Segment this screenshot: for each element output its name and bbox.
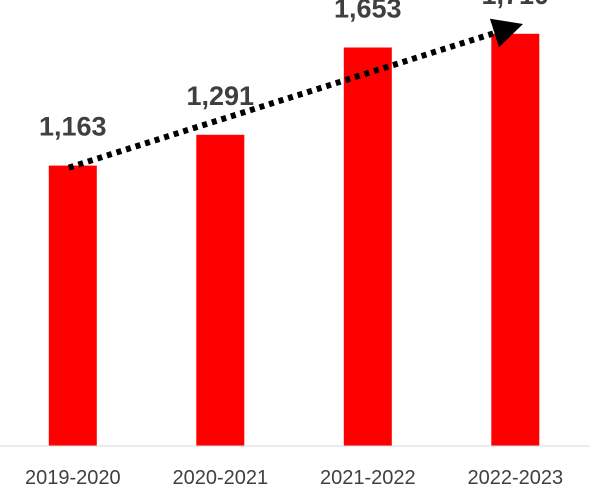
x-tick-labels: 2019-2020 2020-2021 2021-2022 2022-2023	[25, 467, 563, 489]
bar-2022-2023	[491, 33, 540, 447]
data-labels: 1,163 1,291 1,653 1,710	[39, 0, 549, 142]
x-tick-label-2020-2021: 2020-2021	[172, 467, 268, 489]
x-tick-label-2019-2020: 2019-2020	[25, 467, 121, 489]
trend-arrow	[67, 18, 524, 171]
data-label-2020-2021: 1,291	[187, 81, 255, 111]
bars	[48, 33, 540, 447]
bar-2019-2020	[48, 165, 97, 446]
data-label-2021-2022: 1,653	[334, 0, 402, 24]
x-tick-label-2021-2022: 2021-2022	[320, 467, 416, 489]
trend-arrow-group	[67, 18, 524, 171]
bar-2021-2022	[343, 47, 392, 446]
data-label-2022-2023: 1,710	[482, 0, 550, 10]
x-tick-label-2022-2023: 2022-2023	[467, 467, 563, 489]
data-label-2019-2020: 1,163	[39, 112, 107, 142]
bar-2020-2021	[196, 134, 245, 447]
